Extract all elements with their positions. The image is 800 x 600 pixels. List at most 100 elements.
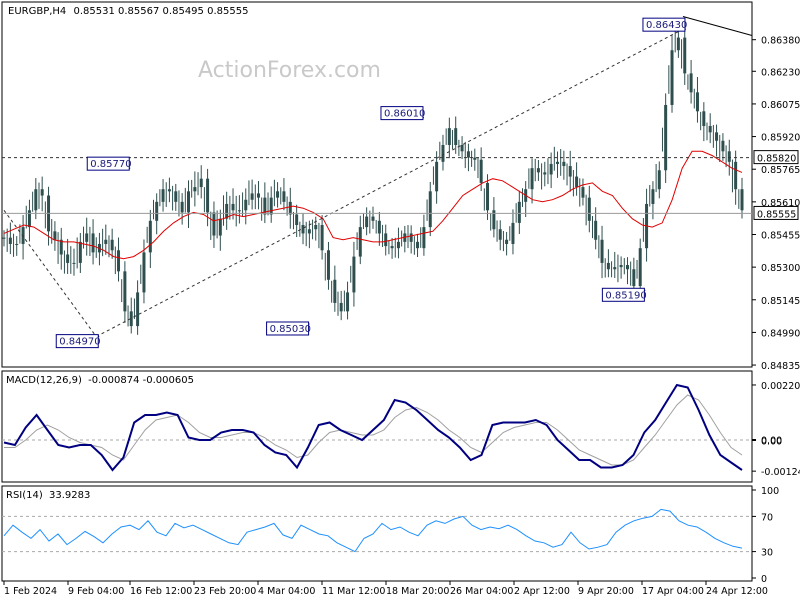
trend-line-solid: [682, 16, 753, 36]
rsi-panel-frame: [1, 485, 753, 582]
price-candle: [212, 212, 216, 236]
price-candle: [225, 203, 229, 219]
price-candle: [460, 144, 464, 152]
price-candle: [180, 201, 184, 213]
price-candle: [91, 233, 95, 253]
price-y-tick-label: 0.86230: [761, 67, 800, 78]
price-candle: [282, 191, 286, 202]
x-tick-label: 24 Apr 12:00: [706, 586, 768, 597]
price-candle: [638, 248, 642, 287]
price-candle: [129, 311, 133, 327]
price-candle: [676, 37, 680, 51]
price-y-tick-label: 0.85300: [761, 263, 800, 274]
ohlc-values: 0.85531 0.85567 0.85495 0.85555: [73, 6, 248, 17]
price-candle: [606, 262, 610, 270]
price-candle: [530, 168, 534, 190]
price-candle: [2, 237, 6, 239]
price-candle: [174, 191, 178, 202]
price-candle: [314, 225, 318, 230]
price-annotation-box: [55, 334, 99, 349]
price-candle: [734, 161, 738, 190]
price-candle: [715, 132, 719, 141]
price-y-tick-label: 0.85455: [761, 230, 800, 241]
price-candle: [409, 233, 413, 242]
price-candle: [161, 189, 165, 202]
price-candle: [721, 140, 725, 152]
price-candle: [123, 271, 127, 312]
price-candle: [66, 254, 70, 263]
price-y-tick-label: 0.85610: [761, 198, 800, 209]
trend-line-dashed: [3, 209, 97, 337]
price-candle: [21, 227, 25, 244]
price-y-tick-label: 0.85765: [761, 165, 800, 176]
macd-values: -0.000874 -0.000605: [88, 375, 194, 386]
rsi-line: [3, 508, 743, 553]
x-tick-label: 9 Apr 20:00: [578, 586, 634, 597]
price-candle: [416, 241, 420, 249]
price-candle: [231, 203, 235, 211]
price-candle: [187, 191, 190, 213]
price-candle: [702, 111, 706, 127]
rsi-y-tick-label: 0: [761, 574, 767, 585]
price-candle: [326, 250, 330, 280]
price-y-tick-label: 0.85145: [761, 296, 800, 307]
macd-y-tick-label: 0.00: [761, 437, 782, 448]
price-candle: [333, 279, 337, 303]
macd-line: [3, 383, 743, 472]
price-candle: [307, 229, 311, 234]
price-candle: [695, 92, 699, 112]
price-candle: [689, 73, 693, 93]
last-price-tag: 0.85555: [757, 209, 796, 220]
macd-y-tick-label: 0.00: [761, 436, 782, 447]
price-candle: [346, 292, 350, 312]
price-candle: [511, 222, 515, 244]
price-annotation-label: 0.85030: [270, 324, 311, 335]
macd-panel-frame: [1, 370, 753, 483]
price-candle: [454, 128, 458, 145]
price-candle: [78, 241, 82, 263]
price-candle: [117, 250, 121, 272]
price-candle: [708, 126, 712, 133]
price-candle: [155, 201, 159, 221]
price-candle: [727, 151, 731, 162]
price-candle: [72, 262, 76, 264]
horizontal-level-tag: 0.85820: [757, 154, 796, 165]
price-header: EURGBP,H4 0.85531 0.85567 0.85495 0.8555…: [8, 6, 248, 17]
price-candle: [390, 246, 394, 249]
rsi-y-tick-label: 70: [761, 512, 773, 523]
price-annotation-box: [266, 321, 310, 336]
price-y-tick-label: 0.86380: [761, 36, 800, 47]
price-candle: [59, 239, 63, 255]
price-annotation-box: [380, 106, 424, 121]
price-candle: [562, 161, 566, 167]
price-candle: [505, 239, 509, 244]
price-candle: [587, 197, 591, 221]
price-candle: [142, 252, 146, 293]
price-annotation-label: 0.85190: [605, 290, 646, 301]
price-candle: [27, 210, 31, 228]
macd-name: MACD(12,26,9): [6, 375, 82, 386]
price-annotation-box: [642, 17, 686, 32]
rsi-name: RSI(14): [6, 490, 43, 501]
price-candle: [664, 104, 668, 171]
x-tick-label: 4 Mar 04:00: [258, 586, 315, 597]
price-candle: [492, 210, 496, 230]
price-candle: [517, 201, 521, 223]
price-candle: [543, 172, 547, 175]
price-candle: [358, 227, 362, 257]
price-candle: [556, 161, 559, 164]
price-candle: [447, 128, 451, 145]
price-annotation-label: 0.86430: [646, 20, 687, 31]
price-candle: [237, 210, 241, 212]
price-candle: [683, 37, 687, 74]
rsi-y-tick-label: 100: [761, 486, 779, 497]
x-tick-label: 1 Feb 2024: [4, 586, 57, 597]
price-candle: [8, 237, 12, 244]
x-tick-label: 2 Apr 12:00: [514, 586, 570, 597]
price-candle: [428, 191, 432, 228]
moving-average-line: [3, 150, 743, 260]
price-candle: [670, 50, 674, 105]
rsi-value: 33.9283: [49, 490, 90, 501]
